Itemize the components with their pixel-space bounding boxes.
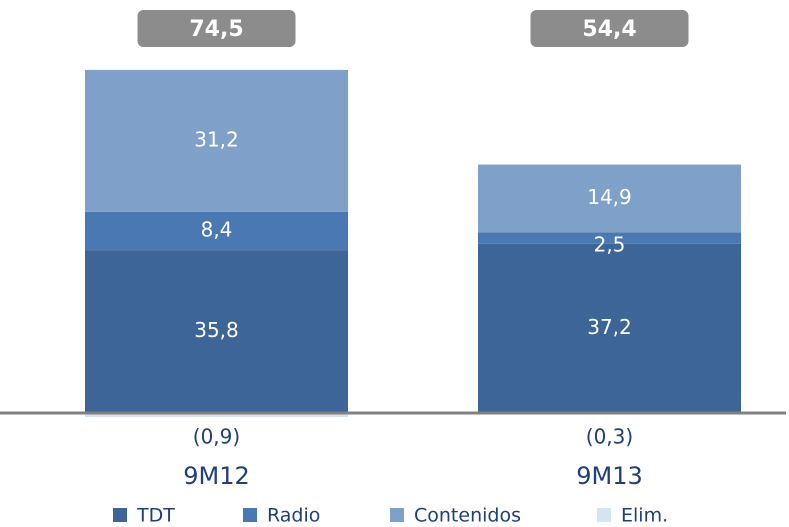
value-label: 37,2 (587, 315, 632, 339)
value-label: 35,8 (194, 318, 239, 342)
total-label: 54,4 (582, 17, 636, 42)
legend-swatch (390, 508, 404, 522)
legend-label: Elim. (621, 505, 668, 527)
total-badge (530, 10, 689, 47)
bar-segment (85, 69, 348, 212)
bar-segment (478, 232, 741, 244)
value-label: 14,9 (587, 185, 632, 209)
legend-label: Radio (267, 505, 320, 527)
category-label: 9M12 (183, 462, 250, 490)
legend-swatch (597, 508, 611, 522)
bar-segment (478, 243, 741, 413)
total-badge (137, 10, 296, 47)
legend-label: TDT (136, 505, 175, 527)
legend-label: Contenidos (414, 505, 521, 527)
legend-swatch (243, 508, 257, 522)
bar-segment (85, 413, 348, 418)
category-label: 9M13 (576, 462, 643, 490)
legend-swatch (113, 508, 127, 522)
value-label: 8,4 (201, 218, 233, 242)
bar-segment (85, 250, 348, 413)
bar-segment (85, 211, 348, 251)
value-label: (0,3) (586, 425, 633, 449)
total-label: 74,5 (189, 17, 243, 42)
value-label: 2,5 (594, 233, 626, 257)
value-label: 31,2 (194, 127, 239, 151)
bar-segment (478, 164, 741, 233)
value-label: (0,9) (193, 425, 240, 449)
